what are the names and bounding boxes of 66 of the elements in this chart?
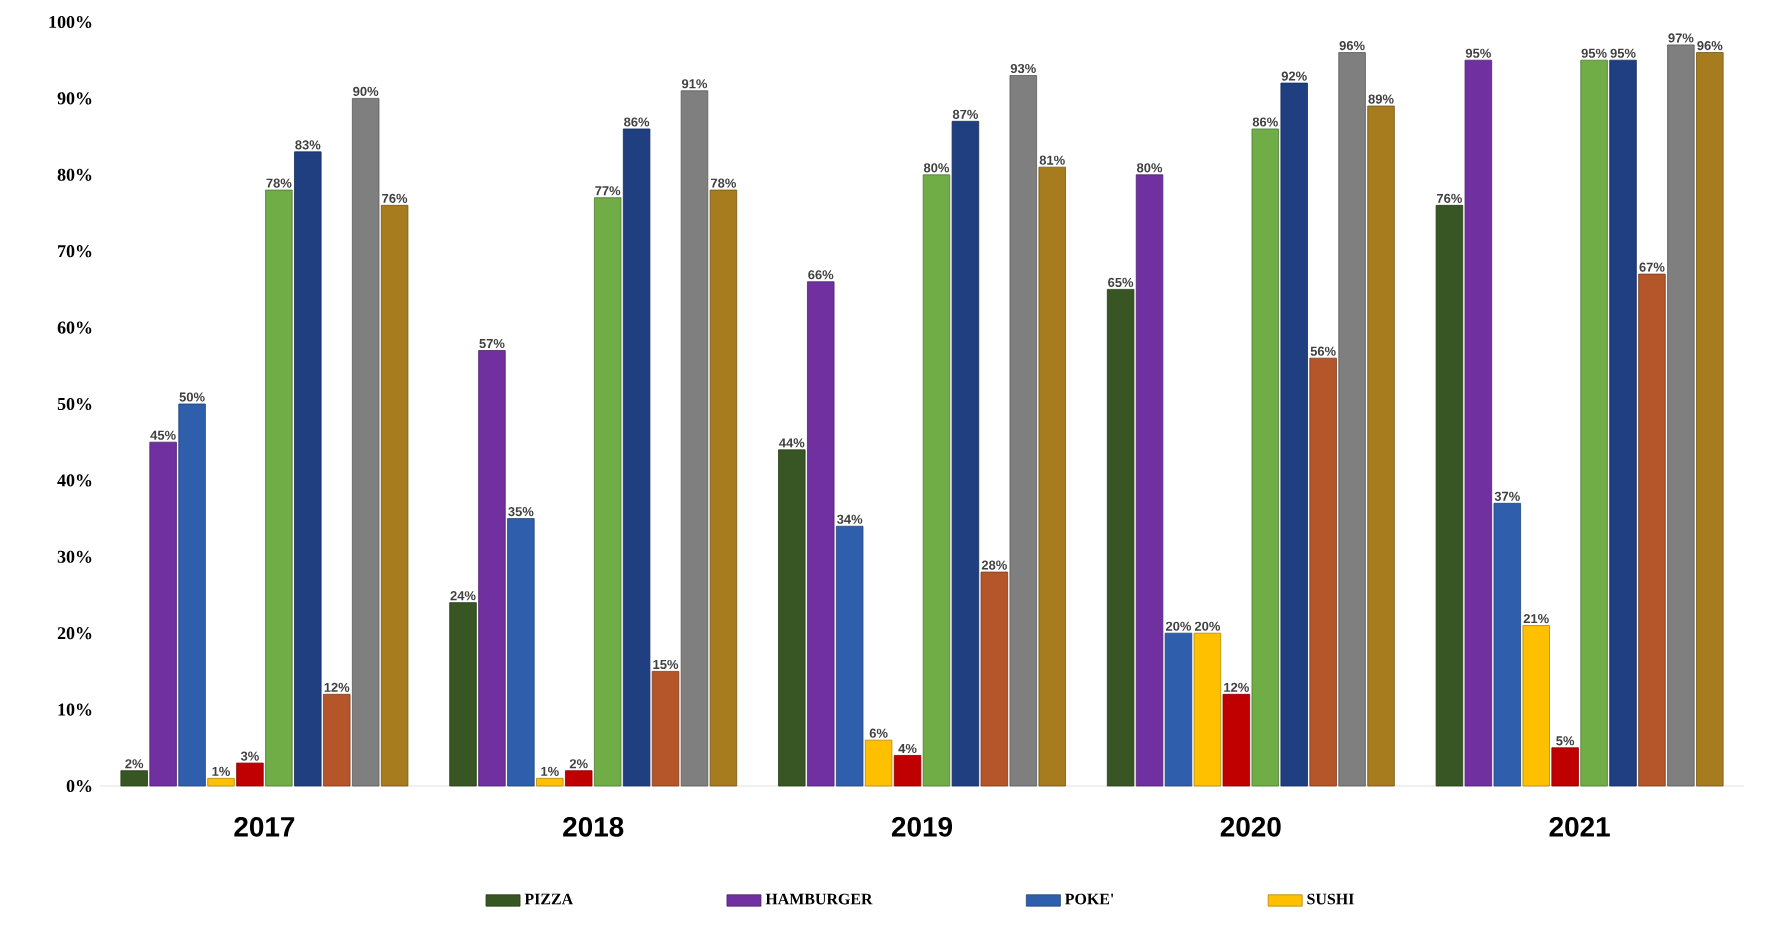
bar (236, 762, 264, 787)
bar (1009, 75, 1037, 787)
bar (178, 403, 206, 787)
bar (1251, 128, 1279, 787)
bar (1638, 273, 1666, 787)
bar (1435, 204, 1464, 787)
bar (149, 441, 177, 787)
bar (351, 97, 380, 787)
bar (507, 518, 535, 787)
x-tick-label: 2019 (891, 816, 953, 837)
bar (294, 151, 322, 787)
x-tick-label: 2018 (563, 816, 624, 837)
bar (864, 739, 893, 787)
y-tick-label: 50% (57, 397, 92, 411)
bar (1164, 632, 1193, 787)
bar (1367, 105, 1395, 787)
y-tick-label: 20% (57, 627, 92, 640)
y-tick-label: 10% (58, 703, 92, 716)
y-tick-label: 0% (66, 779, 92, 793)
bar (1222, 693, 1251, 787)
bar (778, 449, 806, 787)
bar (1338, 52, 1366, 787)
bar (265, 189, 293, 787)
bar (893, 755, 922, 787)
bar (478, 350, 506, 787)
bar (1551, 747, 1579, 787)
bar (922, 174, 951, 787)
bar (651, 671, 680, 787)
bar (593, 197, 622, 787)
bar (1464, 59, 1493, 787)
bar (980, 571, 1009, 787)
bar (1106, 288, 1135, 787)
bar (951, 120, 980, 787)
bar (1038, 166, 1066, 787)
bar (120, 770, 148, 787)
bar (1309, 357, 1337, 787)
bar (1580, 59, 1608, 787)
bar (207, 777, 235, 787)
bar (807, 281, 835, 787)
bar (1493, 502, 1521, 787)
bar (835, 525, 864, 787)
bar (622, 128, 651, 787)
bar (1135, 174, 1164, 787)
bar (709, 189, 738, 787)
y-tick-label: 60% (57, 321, 92, 334)
bar (323, 693, 351, 787)
x-tick-label: 2021 (1549, 816, 1610, 837)
y-tick-label: 90% (57, 92, 92, 105)
bar (1609, 59, 1637, 787)
bar (536, 777, 564, 787)
y-tick-label: 100% (49, 15, 92, 29)
y-tick-label: 30% (57, 550, 92, 563)
bar (380, 204, 409, 787)
y-tick-label: 80% (57, 168, 92, 181)
bar (1696, 52, 1724, 787)
bar (1667, 44, 1695, 787)
bar (1522, 625, 1550, 787)
bar (565, 770, 593, 787)
x-tick-label: 2017 (234, 816, 295, 837)
bar (1193, 632, 1222, 787)
bar (449, 602, 477, 787)
y-tick-label: 70% (58, 245, 92, 258)
bar (1280, 82, 1308, 787)
y-tick-label: 40% (57, 474, 92, 487)
bar (680, 90, 709, 787)
x-tick-label: 2020 (1220, 816, 1281, 837)
